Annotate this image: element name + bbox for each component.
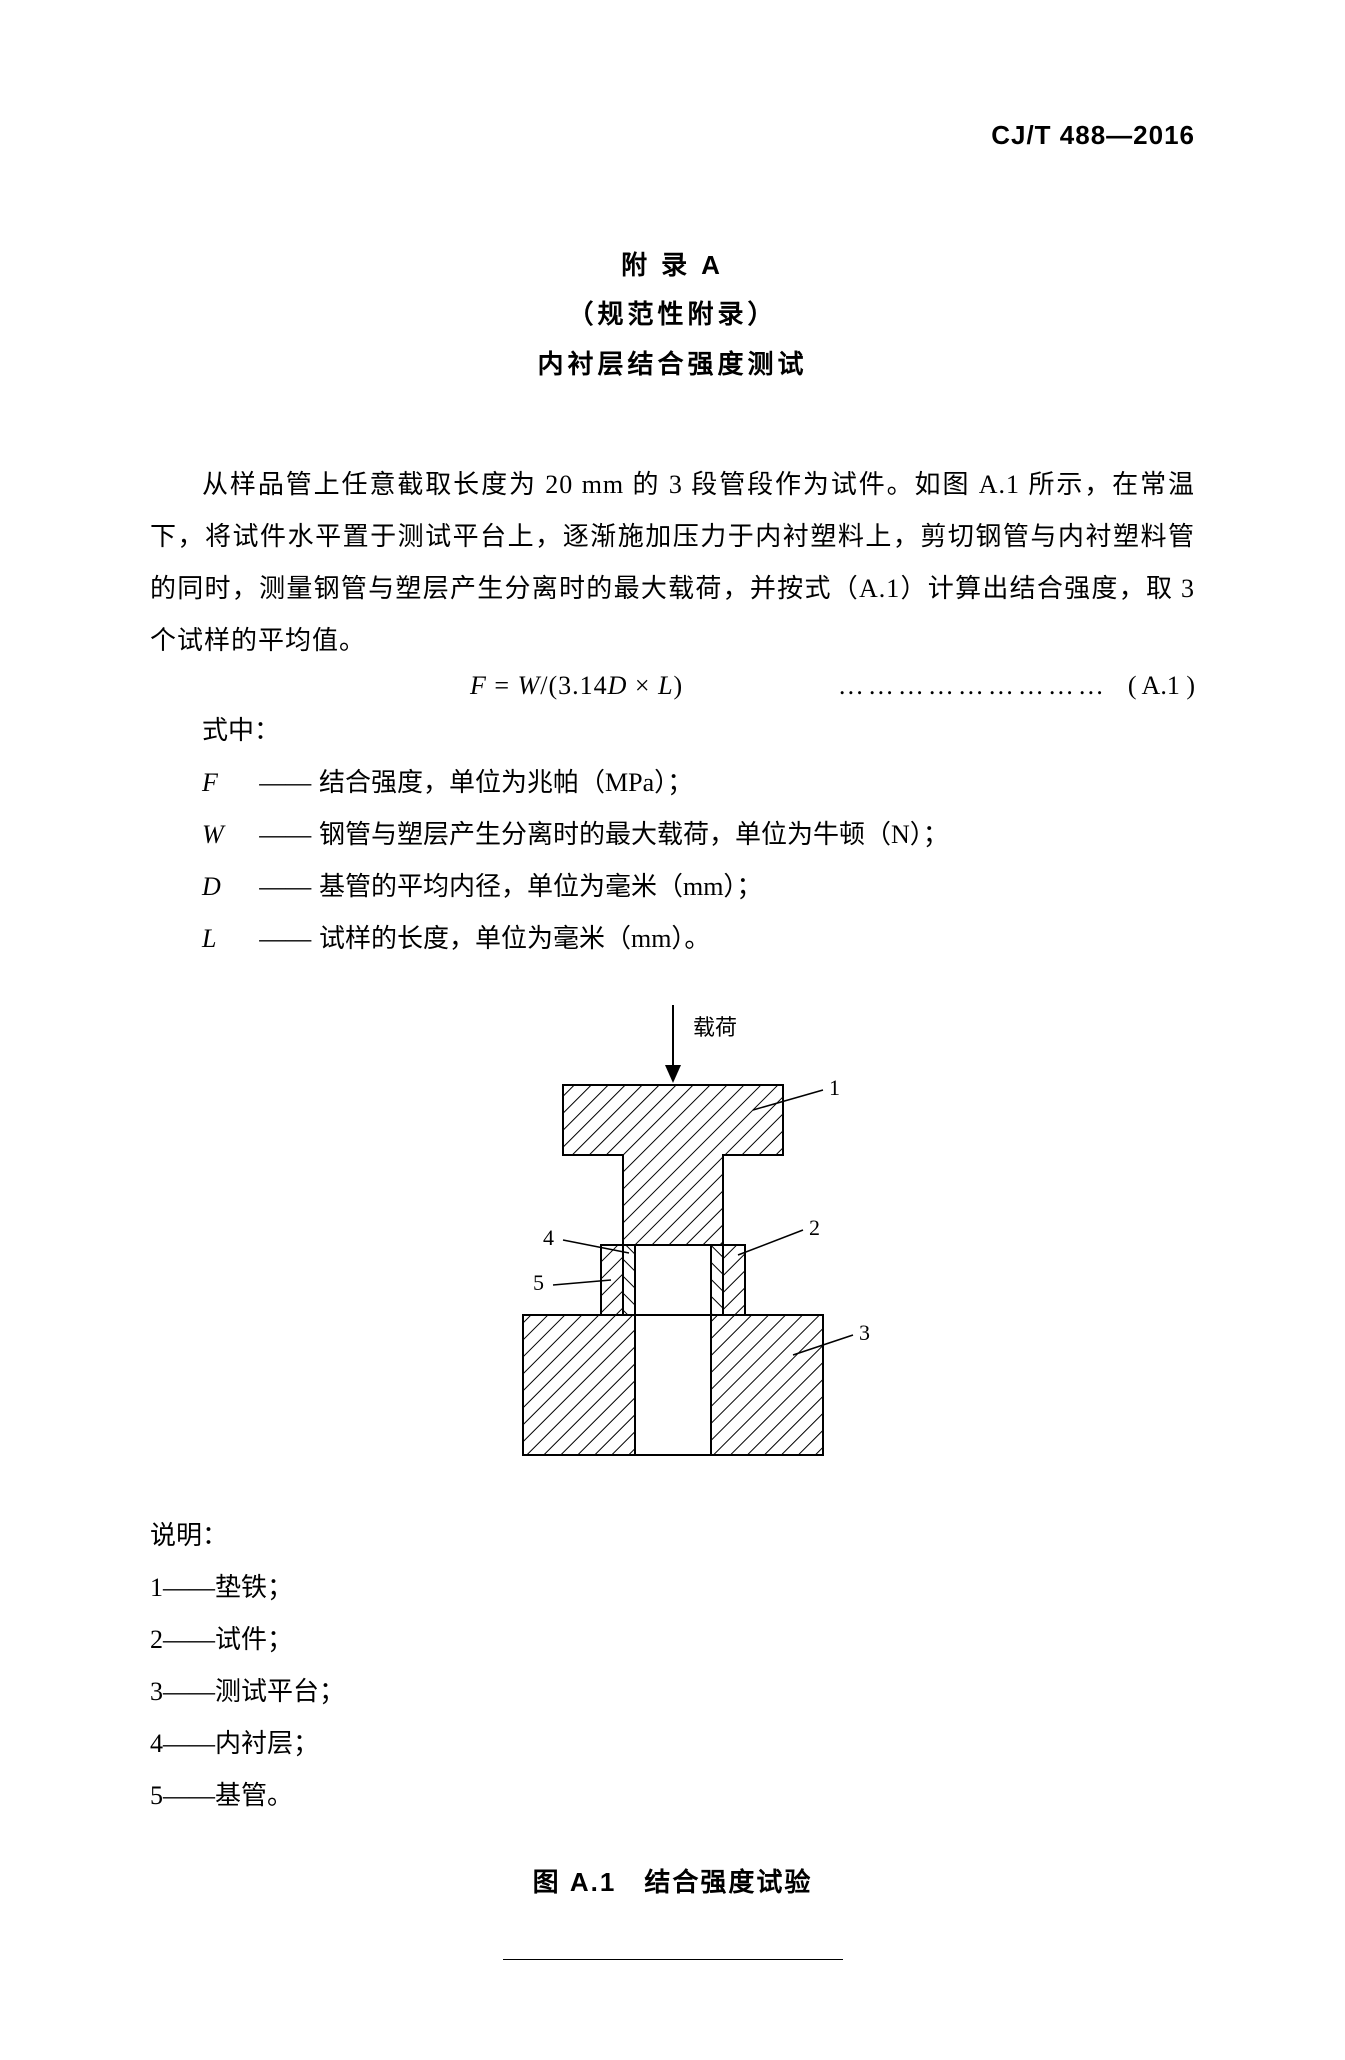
legend-num: 2 [150, 1625, 163, 1654]
figure: 载荷 [150, 995, 1195, 1480]
formula-end: ) [674, 671, 684, 700]
formula-F: F [470, 671, 487, 700]
formula-times: × [627, 671, 658, 700]
callout-2: 2 [809, 1215, 820, 1240]
formula-row: F = W/(3.14D × L) ……………………… ( A.1 ) [150, 671, 1195, 701]
header-word-2: 录 [661, 250, 701, 280]
document-id: CJ/T 488—2016 [150, 120, 1195, 151]
header-line-2: （规范性附录） [150, 290, 1195, 339]
page: CJ/T 488—2016 附录A （规范性附录） 内衬层结合强度测试 从样品管… [0, 0, 1345, 2060]
platform [523, 1315, 823, 1455]
paragraph-text: 从样品管上任意截取长度为 20 mm 的 3 段管段作为试件。如图 A.1 所示… [150, 459, 1195, 667]
legend-label: 内衬层； [215, 1729, 319, 1758]
formula-W: W [518, 671, 541, 700]
appendix-header: 附录A （规范性附录） 内衬层结合强度测试 [150, 241, 1195, 389]
legend-dash: —— [163, 1677, 215, 1706]
header-line-3: 内衬层结合强度测试 [150, 340, 1195, 389]
header-word-1: 附 [621, 250, 661, 280]
var-row: L —— 试样的长度，单位为毫米（mm）。 [202, 913, 1195, 965]
legend-label: 测试平台； [215, 1677, 345, 1706]
legend-item: 3——测试平台； [150, 1666, 1195, 1718]
var-row: D —— 基管的平均内径，单位为毫米（mm）； [202, 861, 1195, 913]
var-symbol: D [202, 861, 259, 913]
legend: 说明： 1——垫铁； 2——试件； 3——测试平台； 4——内衬层； 5——基管… [150, 1510, 1195, 1822]
formula-div: /(3.14 [540, 671, 607, 700]
formula-number: ( A.1 ) [1128, 671, 1195, 701]
var-dash: —— [259, 861, 311, 913]
formula-dots: ……………………… [683, 671, 1128, 701]
callout-4: 4 [543, 1225, 554, 1250]
figure-svg: 载荷 [443, 995, 903, 1475]
legend-label: 试件； [215, 1625, 293, 1654]
formula-eq: = [487, 671, 518, 700]
formula-expression: F = W/(3.14D × L) [470, 671, 683, 701]
legend-num: 4 [150, 1729, 163, 1758]
var-row: W —— 钢管与塑层产生分离时的最大载荷，单位为牛顿（N）； [202, 809, 1195, 861]
var-symbol: L [202, 913, 259, 965]
legend-label: 基管。 [215, 1781, 293, 1810]
legend-dash: —— [163, 1573, 215, 1602]
var-desc: 钢管与塑层产生分离时的最大载荷，单位为牛顿（N）； [319, 809, 1195, 861]
legend-num: 3 [150, 1677, 163, 1706]
legend-item: 4——内衬层； [150, 1718, 1195, 1770]
figure-caption: 图 A.1 结合强度试验 [150, 1862, 1195, 1899]
var-symbol: F [202, 757, 259, 809]
header-line-1: 附录A [150, 241, 1195, 290]
header-letter: A [701, 250, 724, 280]
var-desc: 试样的长度，单位为毫米（mm）。 [319, 913, 1195, 965]
formula-L: L [658, 671, 673, 700]
legend-title: 说明： [150, 1510, 1195, 1562]
legend-num: 1 [150, 1573, 163, 1602]
legend-dash: —— [163, 1729, 215, 1758]
legend-dash: —— [163, 1625, 215, 1654]
var-desc: 结合强度，单位为兆帕（MPa）； [319, 757, 1195, 809]
callout-1: 1 [829, 1075, 840, 1100]
legend-dash: —— [163, 1781, 215, 1810]
var-dash: —— [259, 913, 311, 965]
formula-D: D [608, 671, 628, 700]
callout-5: 5 [533, 1270, 544, 1295]
var-symbol: W [202, 809, 259, 861]
body-paragraph: 从样品管上任意截取长度为 20 mm 的 3 段管段作为试件。如图 A.1 所示… [150, 459, 1195, 667]
legend-num: 5 [150, 1781, 163, 1810]
variable-list: F —— 结合强度，单位为兆帕（MPa）； W —— 钢管与塑层产生分离时的最大… [202, 757, 1195, 965]
var-dash: —— [259, 757, 311, 809]
legend-label: 垫铁； [215, 1573, 293, 1602]
part-1 [563, 1085, 783, 1245]
legend-item: 2——试件； [150, 1614, 1195, 1666]
var-desc: 基管的平均内径，单位为毫米（mm）； [319, 861, 1195, 913]
where-label: 式中： [150, 705, 1195, 757]
legend-item: 1——垫铁； [150, 1562, 1195, 1614]
var-dash: —— [259, 809, 311, 861]
var-row: F —— 结合强度，单位为兆帕（MPa）； [202, 757, 1195, 809]
legend-item: 5——基管。 [150, 1770, 1195, 1822]
specimen [601, 1245, 745, 1315]
callout-3: 3 [859, 1320, 870, 1345]
load-label: 载荷 [693, 1015, 737, 1040]
separator-line [503, 1959, 843, 1960]
